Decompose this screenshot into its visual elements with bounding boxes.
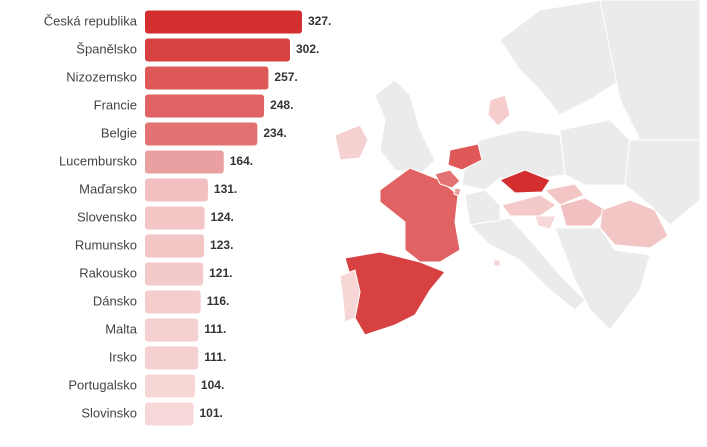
bar bbox=[145, 206, 205, 230]
land bbox=[499, 0, 641, 116]
bar bbox=[145, 38, 290, 62]
value-label: 257. bbox=[274, 70, 297, 84]
category-label: Rakousko bbox=[79, 265, 137, 280]
country bbox=[453, 187, 462, 197]
bar bbox=[145, 10, 302, 34]
value-label: 164. bbox=[230, 154, 253, 168]
value-label: 104. bbox=[201, 378, 224, 392]
land bbox=[374, 79, 436, 176]
bar bbox=[145, 374, 195, 398]
land bbox=[464, 189, 501, 226]
value-label: 302. bbox=[296, 42, 319, 56]
category-label: Malta bbox=[105, 321, 138, 336]
category-label: Irsko bbox=[109, 349, 137, 364]
bar bbox=[145, 262, 204, 286]
value-label: 248. bbox=[270, 98, 293, 112]
base-map bbox=[374, 0, 701, 331]
category-label: Nizozemsko bbox=[66, 69, 137, 84]
bar bbox=[145, 94, 265, 118]
country bbox=[434, 169, 461, 189]
country bbox=[599, 199, 669, 249]
value-label: 124. bbox=[211, 210, 234, 224]
land bbox=[559, 119, 631, 186]
country bbox=[559, 197, 607, 227]
value-label: 111. bbox=[204, 350, 226, 364]
country bbox=[487, 94, 511, 127]
category-label: Slovensko bbox=[77, 209, 137, 224]
land bbox=[599, 0, 701, 141]
country bbox=[501, 194, 557, 217]
country bbox=[499, 169, 551, 194]
bar bbox=[145, 318, 199, 342]
country bbox=[543, 183, 585, 206]
value-label: 123. bbox=[210, 238, 233, 252]
bar bbox=[145, 234, 205, 258]
category-label: Španělsko bbox=[76, 41, 137, 56]
value-label: 101. bbox=[199, 406, 222, 420]
bar bbox=[145, 66, 269, 90]
bar bbox=[145, 290, 201, 314]
value-label: 116. bbox=[207, 294, 230, 308]
land bbox=[468, 217, 586, 311]
bar bbox=[145, 178, 208, 202]
bar bbox=[145, 346, 199, 370]
bar bbox=[145, 150, 224, 174]
category-label: Slovinsko bbox=[81, 405, 137, 420]
bar bbox=[145, 402, 194, 426]
bar bbox=[145, 122, 258, 146]
value-label: 327. bbox=[308, 14, 331, 28]
category-label: Belgie bbox=[101, 125, 137, 140]
land bbox=[624, 139, 701, 226]
land bbox=[554, 227, 651, 331]
category-label: Portugalsko bbox=[68, 377, 137, 392]
category-label: Lucembursko bbox=[59, 153, 137, 168]
value-label: 121. bbox=[209, 266, 232, 280]
category-label: Dánsko bbox=[93, 293, 137, 308]
country bbox=[379, 167, 461, 263]
country bbox=[493, 259, 501, 267]
country bbox=[447, 143, 483, 171]
country bbox=[334, 124, 369, 161]
country bbox=[339, 269, 361, 323]
category-label: Francie bbox=[94, 97, 137, 112]
value-label: 234. bbox=[263, 126, 286, 140]
category-label: Česká republika bbox=[44, 13, 138, 28]
value-label: 111. bbox=[204, 322, 226, 336]
value-label: 131. bbox=[214, 182, 237, 196]
country bbox=[534, 215, 557, 230]
category-label: Maďarsko bbox=[79, 181, 137, 196]
category-label: Rumunsko bbox=[75, 237, 137, 252]
country-map bbox=[334, 94, 669, 336]
